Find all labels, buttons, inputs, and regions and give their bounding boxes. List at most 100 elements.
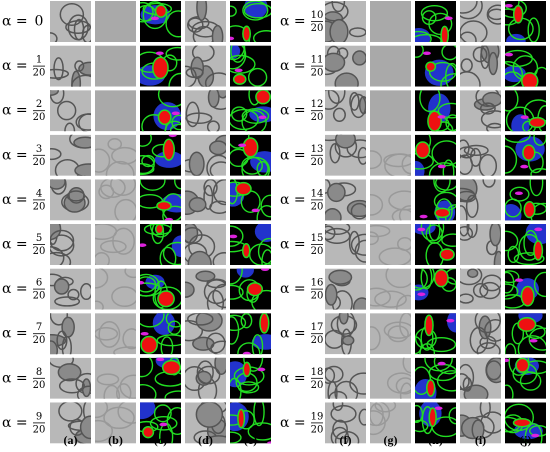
- tile-content: [95, 90, 136, 132]
- membrane: [370, 150, 383, 170]
- tile-content: [95, 179, 136, 221]
- membrane: [203, 279, 226, 305]
- segment-red: [517, 316, 537, 332]
- segment-green: [533, 271, 546, 298]
- segment-green: [441, 45, 456, 61]
- membrane: [341, 335, 355, 346]
- tile-content: [95, 224, 136, 265]
- membrane: [124, 268, 136, 279]
- membrane: [328, 390, 348, 399]
- segment-red: [425, 379, 436, 397]
- segment-magenta: [520, 164, 529, 169]
- segment-green: [529, 179, 544, 197]
- segment-green: [505, 134, 531, 143]
- tile-content: [370, 90, 411, 132]
- image-tile: [460, 134, 501, 176]
- membrane: [481, 274, 501, 292]
- tile-content: [185, 268, 226, 310]
- tile-bg: [95, 357, 136, 399]
- segment-green: [230, 45, 247, 70]
- membrane: [203, 179, 218, 197]
- tile-content: [415, 90, 456, 132]
- membrane: [334, 72, 359, 87]
- membrane: [352, 297, 366, 310]
- segment-green: [433, 179, 451, 193]
- segment-green: [157, 90, 181, 108]
- segment-magenta: [444, 16, 453, 21]
- segment-red: [242, 137, 259, 158]
- tile-content: [325, 1, 366, 42]
- membrane: [204, 72, 226, 87]
- segment-magenta: [159, 422, 168, 427]
- image-tile: [505, 45, 546, 87]
- image-tile: [415, 134, 456, 176]
- tile-content: [415, 1, 456, 42]
- membrane: [209, 140, 226, 156]
- tile-content: [415, 402, 456, 444]
- membrane: [212, 283, 226, 309]
- segment-green: [445, 114, 456, 132]
- tile-content: [460, 179, 501, 221]
- alpha-denominator: 20: [33, 201, 46, 212]
- image-tile: [185, 357, 226, 399]
- membrane: [325, 52, 346, 73]
- alpha-numerator: 3: [36, 144, 42, 155]
- membrane: [50, 179, 66, 190]
- membrane: [95, 148, 111, 173]
- membrane: [479, 102, 496, 115]
- alpha-numerator: 7: [36, 322, 42, 333]
- tile-content: [460, 45, 501, 87]
- image-tile: [50, 134, 91, 176]
- tile-content: [95, 313, 136, 355]
- image-tile: [140, 90, 181, 132]
- membrane: [61, 316, 75, 338]
- alpha-prefix: α =: [280, 326, 306, 342]
- alpha-numerator: 18: [311, 367, 324, 378]
- tile-content: [505, 224, 546, 265]
- segment-magenta: [164, 217, 173, 221]
- alpha-numerator: 1: [36, 55, 42, 66]
- image-tile: [95, 313, 136, 355]
- segment-green: [230, 225, 244, 247]
- segment-green: [505, 283, 519, 300]
- tile-content: [460, 402, 501, 444]
- tile-content: [140, 224, 181, 265]
- segment-red: [255, 90, 271, 105]
- segment-red: [522, 144, 536, 161]
- segment-green: [415, 268, 435, 290]
- segment-green: [165, 313, 181, 328]
- segment-red: [154, 224, 164, 235]
- tile-content: [230, 134, 271, 176]
- segment-green: [162, 205, 181, 221]
- alpha-denominator: 20: [33, 335, 46, 346]
- image-tile: [140, 357, 181, 399]
- alpha-denominator: 20: [311, 380, 324, 391]
- alpha-prefix: α =: [280, 415, 306, 431]
- membrane: [350, 202, 366, 220]
- membrane: [95, 224, 118, 240]
- segment-magenta: [242, 351, 251, 355]
- segment-green: [505, 49, 533, 68]
- segment-green: [247, 67, 268, 87]
- segment-green: [428, 12, 453, 36]
- tile-content: [370, 45, 411, 87]
- segment-magenta: [534, 227, 543, 232]
- membrane: [472, 46, 488, 63]
- alpha-prefix: α =: [2, 281, 28, 297]
- segment-red: [533, 240, 544, 261]
- membrane: [325, 224, 351, 236]
- membrane: [334, 380, 359, 399]
- tile-content: [230, 357, 271, 399]
- alpha-denominator: 20: [311, 424, 324, 435]
- membrane: [212, 179, 226, 206]
- membrane: [328, 269, 353, 285]
- tile-content: [140, 90, 181, 132]
- image-tile: [140, 134, 181, 176]
- segment-green: [505, 343, 517, 355]
- membrane: [474, 313, 501, 334]
- segment-green: [247, 422, 271, 441]
- membrane: [460, 1, 478, 14]
- tile-content: [230, 268, 271, 310]
- membrane: [211, 24, 224, 42]
- membrane: [185, 112, 213, 124]
